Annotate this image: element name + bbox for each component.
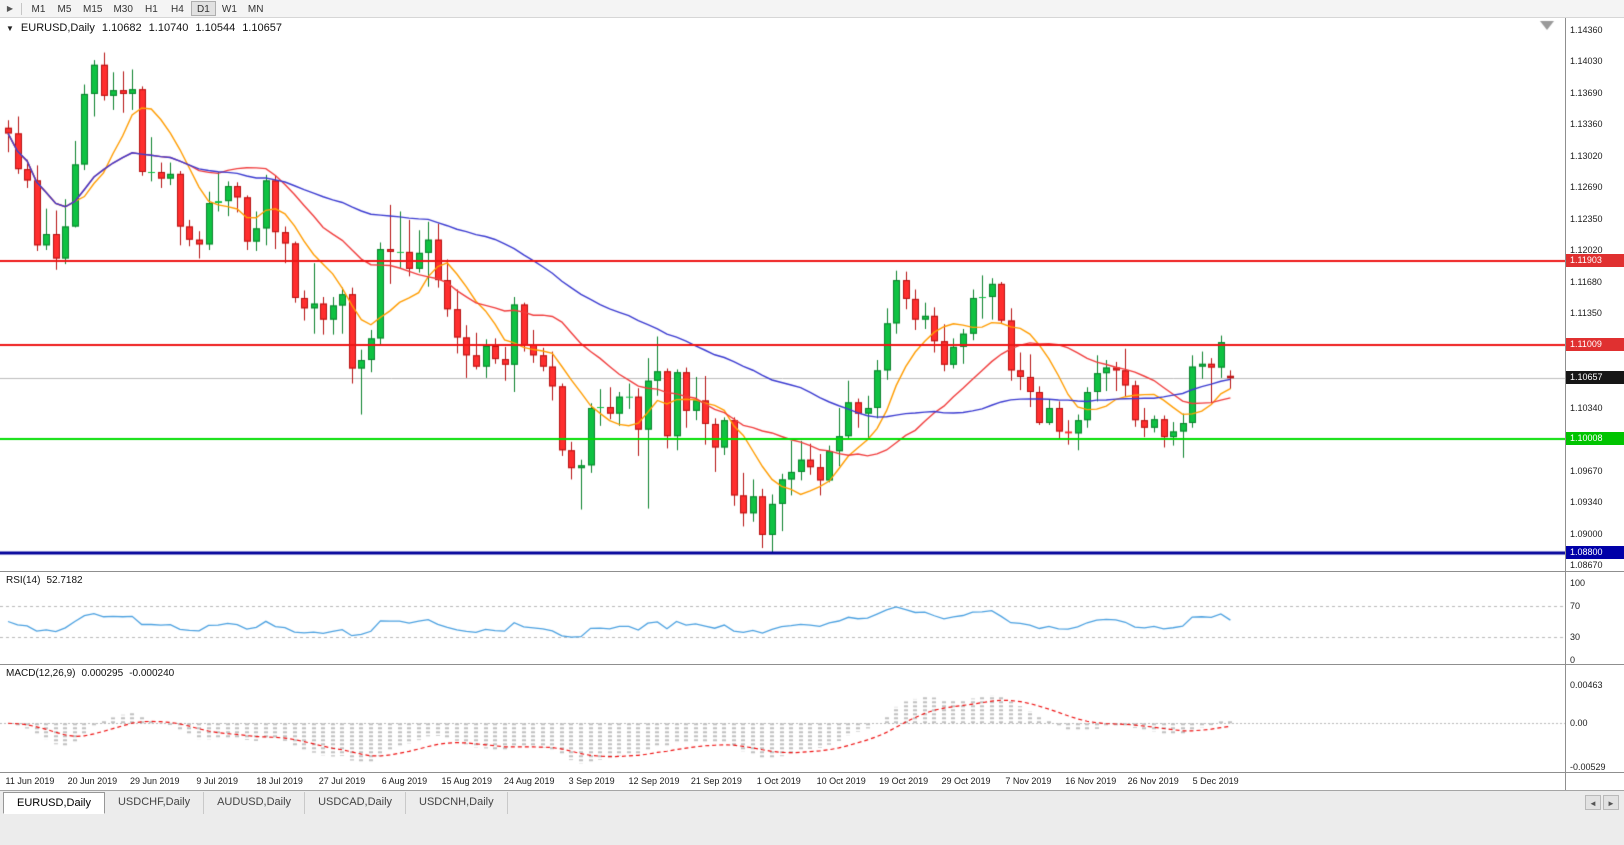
rsi-axis: 100 70 30 0 bbox=[1566, 572, 1624, 664]
timeframe-button-mn[interactable]: MN bbox=[247, 4, 264, 15]
axis-divider bbox=[1565, 18, 1566, 790]
main-chart-canvas[interactable] bbox=[0, 18, 1565, 571]
macd-indicator-label: MACD(12,26,9) 0.000295 -0.000240 bbox=[6, 668, 174, 679]
price-axis-label: 1.12690 bbox=[1570, 182, 1603, 193]
price-axis-label: 1.12020 bbox=[1570, 245, 1603, 256]
date-axis-label: 1 Oct 2019 bbox=[756, 776, 801, 786]
timeframe-button-m15[interactable]: M15 bbox=[83, 4, 103, 15]
timeframe-button-w1[interactable]: W1 bbox=[221, 4, 237, 15]
chart-title: ▼ EURUSD,Daily 1.10682 1.10740 1.10544 1… bbox=[6, 22, 282, 34]
tab-scroll-arrows: ◄ ► bbox=[1585, 795, 1619, 810]
date-axis-label: 29 Jun 2019 bbox=[130, 776, 180, 786]
rsi-indicator-label: RSI(14) 52.7182 bbox=[6, 575, 83, 586]
rsi-axis-label: 30 bbox=[1570, 631, 1581, 642]
collapse-icon[interactable]: ▼ bbox=[6, 23, 14, 33]
date-axis-label: 5 Dec 2019 bbox=[1192, 776, 1239, 786]
date-axis-label: 9 Jul 2019 bbox=[196, 776, 238, 786]
date-axis-label: 16 Nov 2019 bbox=[1065, 776, 1117, 786]
ohlc-low: 1.10544 bbox=[195, 22, 236, 34]
hline-price-badge: 1.11009 bbox=[1566, 338, 1624, 352]
price-axis-label: 1.13360 bbox=[1570, 119, 1603, 130]
price-axis-label: 1.12350 bbox=[1570, 213, 1603, 224]
macd-main-value: 0.000295 bbox=[81, 668, 124, 679]
hline-price-badge: 1.11903 bbox=[1566, 254, 1624, 268]
date-axis-label: 6 Aug 2019 bbox=[381, 776, 428, 786]
timeframe-button-m30[interactable]: M30 bbox=[113, 4, 133, 15]
tab-usdchf[interactable]: USDCHF,Daily bbox=[104, 792, 205, 814]
tab-usdcad[interactable]: USDCAD,Daily bbox=[305, 792, 407, 814]
date-axis-label: 7 Nov 2019 bbox=[1005, 776, 1052, 786]
rsi-value: 52.7182 bbox=[46, 575, 83, 586]
date-axis-label: 15 Aug 2019 bbox=[441, 776, 493, 786]
macd-canvas[interactable] bbox=[0, 665, 1565, 772]
tab-scroll-left-icon[interactable]: ◄ bbox=[1585, 795, 1601, 810]
price-axis-label: 1.11680 bbox=[1570, 276, 1602, 287]
rsi-name: RSI(14) bbox=[6, 575, 41, 586]
date-axis-label: 21 Sep 2019 bbox=[690, 776, 742, 786]
ohlc-high: 1.10740 bbox=[148, 22, 189, 34]
price-axis-label: 1.09340 bbox=[1570, 497, 1603, 507]
date-axis-label: 11 Jun 2019 bbox=[5, 776, 55, 786]
date-axis-label: 20 Jun 2019 bbox=[67, 776, 118, 786]
tab-eurusd[interactable]: EURUSD,Daily bbox=[3, 792, 105, 814]
price-axis-label: 1.09670 bbox=[1570, 465, 1603, 476]
date-axis-label: 10 Oct 2019 bbox=[816, 776, 866, 786]
ohlc-close: 1.10657 bbox=[242, 22, 282, 34]
timeframe-button-m1[interactable]: M1 bbox=[31, 4, 46, 15]
chart-symbol-label: EURUSD,Daily bbox=[20, 22, 95, 34]
timeframe-button-d1[interactable]: D1 bbox=[190, 1, 216, 16]
price-axis-label: 1.10340 bbox=[1570, 402, 1603, 413]
price-axis-label: 1.14360 bbox=[1570, 25, 1603, 35]
tab-audusd[interactable]: AUDUSD,Daily bbox=[204, 792, 306, 814]
date-axis-label: 27 Jul 2019 bbox=[318, 776, 366, 786]
macd-axis-label: -0.00529 bbox=[1570, 762, 1606, 772]
price-axis-label: 1.13020 bbox=[1570, 150, 1603, 161]
price-axis: 1.14360 1.14030 1.13690 1.13360 1.13020 1.126… bbox=[1566, 18, 1624, 571]
date-axis-label: 29 Oct 2019 bbox=[941, 776, 991, 786]
rsi-axis-label: 0 bbox=[1570, 655, 1576, 664]
hline-price-badge: 1.10008 bbox=[1566, 432, 1624, 446]
ohlc-open: 1.10682 bbox=[101, 22, 142, 34]
rsi-axis-label: 100 bbox=[1570, 578, 1586, 588]
chart-tabbar: EURUSD,Daily USDCHF,Daily AUDUSD,Daily USDC… bbox=[0, 790, 1624, 845]
rsi-canvas[interactable] bbox=[0, 572, 1565, 664]
price-axis-label: 1.08670 bbox=[1570, 560, 1603, 570]
timeframe-button-h4[interactable]: H4 bbox=[171, 4, 184, 15]
date-axis-label: 3 Sep 2019 bbox=[568, 776, 615, 786]
date-axis-label: 26 Nov 2019 bbox=[1127, 776, 1179, 786]
rsi-axis-label: 70 bbox=[1570, 601, 1581, 612]
tab-scroll-right-icon[interactable]: ► bbox=[1603, 795, 1619, 810]
macd-axis-label: 0.00 bbox=[1570, 718, 1588, 729]
rsi-panel-separator[interactable] bbox=[0, 571, 1624, 572]
tab-usdcnh[interactable]: USDCNH,Daily bbox=[406, 792, 508, 814]
date-axis-label: 24 Aug 2019 bbox=[503, 776, 555, 786]
date-axis-label: 19 Oct 2019 bbox=[879, 776, 929, 786]
hline-price-badge: 1.08800 bbox=[1566, 545, 1624, 559]
price-axis-label: 1.09000 bbox=[1570, 528, 1603, 539]
macd-signal-value: -0.000240 bbox=[129, 668, 175, 679]
macd-panel-separator[interactable] bbox=[0, 664, 1624, 665]
date-axis-separator bbox=[0, 772, 1624, 773]
price-axis-label: 1.13690 bbox=[1570, 87, 1603, 98]
price-axis-label: 1.14030 bbox=[1570, 56, 1603, 67]
timeframe-buttons: M1 M5 M15 M30 H1 H4 D1 W1 MN bbox=[26, 1, 268, 16]
timeframe-toolbar: ▶ M1 M5 M15 M30 H1 H4 D1 W1 MN bbox=[0, 0, 1624, 18]
current-price-badge: 1.10657 bbox=[1566, 371, 1624, 385]
macd-axis: 0.00463 0.00 -0.00529 bbox=[1566, 665, 1624, 772]
price-axis-label: 1.11350 bbox=[1570, 308, 1602, 318]
date-axis: 11 Jun 2019 20 Jun 2019 29 Jun 2019 9 Jul 2… bbox=[0, 773, 1565, 790]
macd-name: MACD(12,26,9) bbox=[6, 668, 76, 679]
timeframe-button-m5[interactable]: M5 bbox=[57, 4, 72, 15]
timeframe-button-h1[interactable]: H1 bbox=[145, 4, 158, 15]
symbol-tabs: EURUSD,Daily USDCHF,Daily AUDUSD,Daily USDC… bbox=[3, 792, 508, 814]
toolbar-separator bbox=[21, 2, 22, 15]
date-axis-label: 12 Sep 2019 bbox=[628, 776, 680, 786]
date-axis-label: 18 Jul 2019 bbox=[256, 776, 303, 786]
chart-menu-icon[interactable]: ▶ bbox=[6, 4, 14, 13]
macd-axis-label: 0.00463 bbox=[1570, 680, 1603, 690]
